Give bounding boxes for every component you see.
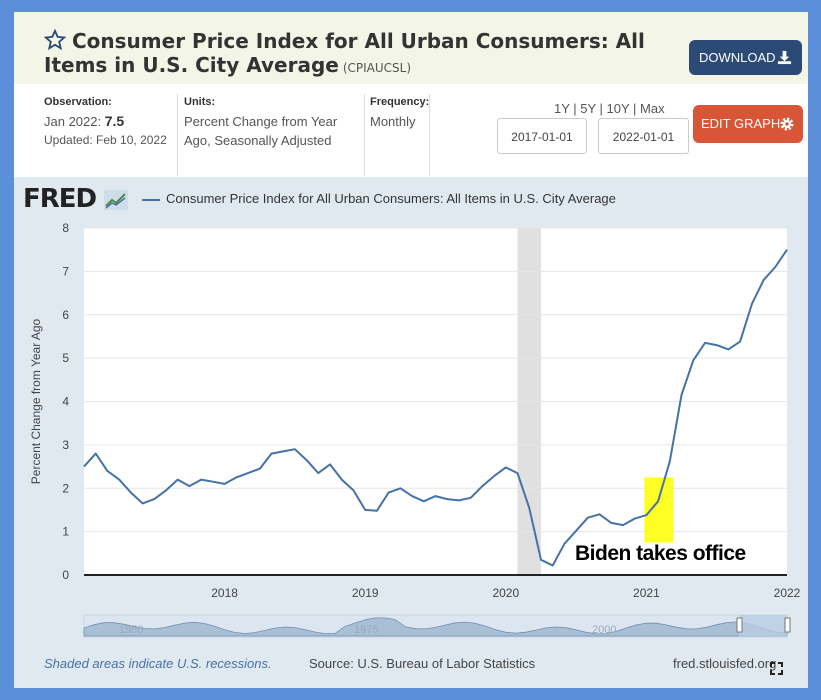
start-date-input[interactable]: 2017-01-01 <box>497 118 587 154</box>
download-button[interactable]: DOWNLOAD <box>689 40 802 75</box>
y-tick-label: 7 <box>62 264 69 278</box>
observation-block: Observation: Jan 2022: 7.5 Updated: Feb … <box>44 96 167 150</box>
header-bar: Consumer Price Index for All Urban Consu… <box>14 12 808 84</box>
observation-value: 7.5 <box>104 113 125 129</box>
source-text: Source: U.S. Bureau of Labor Statistics <box>309 656 536 671</box>
y-axis-title: Percent Change from Year Ago <box>29 318 43 484</box>
y-tick-label: 4 <box>62 395 69 409</box>
y-tick-label: 6 <box>62 308 69 322</box>
navigator-year-label: 2000 <box>592 624 616 636</box>
title-text: Consumer Price Index for All Urban Consu… <box>44 29 645 77</box>
navigator-window <box>739 615 787 637</box>
navigator-handle-right[interactable] <box>784 617 791 633</box>
x-tick-label: 2020 <box>492 586 519 600</box>
fred-url-link[interactable]: fred.stlouisfed.org <box>673 656 777 671</box>
recession-note: Shaded areas indicate U.S. recessions. <box>44 656 272 671</box>
end-date-input[interactable]: 2022-01-01 <box>598 118 689 154</box>
gear-icon <box>780 117 794 131</box>
series-code: (CPIAUCSL) <box>342 61 412 75</box>
edit-graph-button[interactable]: EDIT GRAPH <box>693 105 803 143</box>
navigator-handle-left[interactable] <box>736 617 743 633</box>
x-tick-label: 2022 <box>774 586 801 600</box>
download-icon <box>777 50 792 65</box>
frequency-block: Frequency: Monthly <box>370 96 429 131</box>
x-tick-label: 2018 <box>211 586 238 600</box>
units-label: Units: <box>184 96 216 108</box>
annotation-highlight <box>644 477 674 543</box>
highlight-layer <box>644 477 674 543</box>
navigator-year-label: 1950 <box>119 624 143 636</box>
fred-logo: FRED <box>23 184 129 214</box>
axis-labels: 0 1 2 3 4 5 6 7 8 2018 2019 2020 2021 2022 Percent Cha… <box>29 221 801 600</box>
fred-logo-text: FRED <box>23 184 97 214</box>
range-links[interactable]: 1Y | 5Y | 10Y | Max <box>554 101 665 116</box>
updated-text: Updated: Feb 10, 2022 <box>44 133 167 147</box>
units-block: Units: Percent Change from Year Ago, Sea… <box>184 96 364 150</box>
legend-swatch <box>142 198 160 201</box>
y-tick-label: 3 <box>62 438 69 452</box>
page-title: Consumer Price Index for All Urban Consu… <box>44 29 684 80</box>
divider <box>429 94 430 176</box>
chart-logo-icon <box>104 189 129 210</box>
x-tick-label: 2019 <box>352 586 379 600</box>
y-tick-label: 5 <box>62 351 69 365</box>
star-icon[interactable] <box>44 29 66 51</box>
y-tick-label: 0 <box>62 568 69 582</box>
observation-label: Observation: <box>44 96 112 108</box>
fullscreen-icon[interactable] <box>770 662 783 675</box>
observation-date: Jan 2022: <box>44 114 102 129</box>
y-tick-label: 8 <box>62 221 69 235</box>
divider <box>177 94 178 176</box>
series-line <box>83 249 788 567</box>
range-navigator: 1950 1975 2000 <box>83 614 791 638</box>
download-label: DOWNLOAD <box>699 50 776 65</box>
edit-graph-label: EDIT GRAPH <box>701 116 781 131</box>
units-value: Percent Change from Year Ago, Seasonally… <box>184 114 338 148</box>
annotation-label: Biden takes office <box>575 542 746 565</box>
frequency-label: Frequency: <box>370 96 430 108</box>
fred-graph-panel: Consumer Price Index for All Urban Consu… <box>14 12 808 688</box>
y-tick-label: 1 <box>62 525 69 539</box>
chart-legend: Consumer Price Index for All Urban Consu… <box>142 191 616 206</box>
y-tick-label: 2 <box>62 481 69 495</box>
navigator-year-label: 1975 <box>354 624 378 636</box>
chart-svg: 0 1 2 3 4 5 6 7 8 2018 2019 2020 2021 2022 Percent Cha… <box>29 221 801 638</box>
x-tick-label: 2021 <box>633 586 660 600</box>
navigator-history-area <box>83 617 788 637</box>
legend-label: Consumer Price Index for All Urban Consu… <box>166 191 616 206</box>
divider <box>364 94 365 176</box>
frequency-value: Monthly <box>370 114 416 129</box>
series-line-layer <box>83 249 788 567</box>
